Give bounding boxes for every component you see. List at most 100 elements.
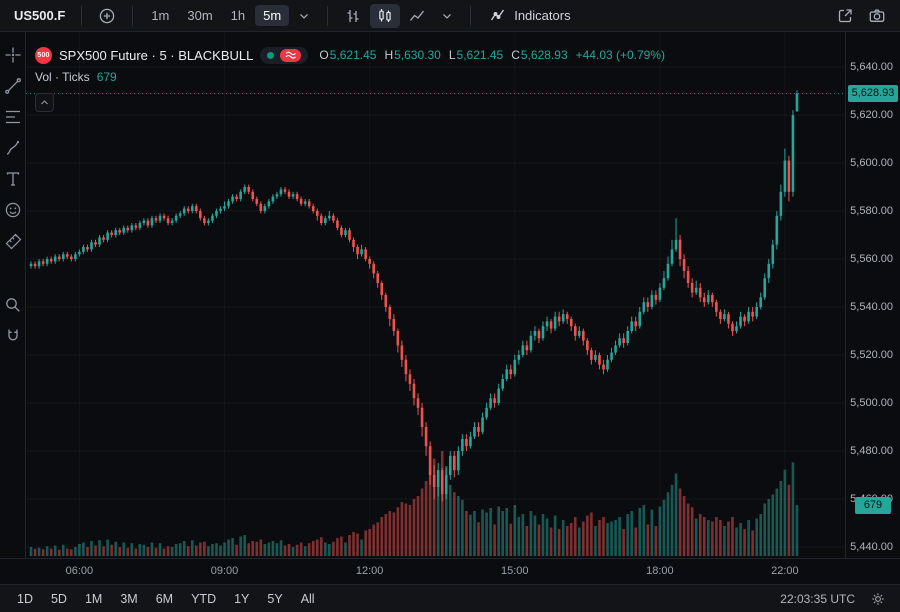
chevron-down-icon [300,13,309,19]
crosshair-icon [5,47,20,63]
candles-icon [379,8,391,22]
volume-value-label: 679 [855,496,891,514]
toolbar-separator [81,5,83,26]
range-1d-button[interactable]: 1D [9,589,41,609]
price-label: 5,440.00 [850,540,893,553]
chart-legend: 500 SPX500 Future · 5 · BLACKBULL O 5,621… [35,45,665,112]
bar-chart-type-button[interactable] [338,4,368,28]
text-tool-button[interactable] [2,168,24,190]
time-scale: 06:00 09:00 12:00 15:00 18:00 22:00 [0,558,900,584]
symbol-logo: 500 [35,46,52,64]
volume-indicator-row: Vol · Ticks 679 [35,70,665,84]
fibonacci-icon [5,110,20,124]
legend-collapse-button[interactable] [35,93,54,112]
utc-clock[interactable]: 22:03:35 UTC [780,591,855,606]
close-value: C 5,628.93 [511,48,568,62]
time-label: 22:00 [771,565,799,577]
range-6m-button[interactable]: 6M [148,589,181,609]
price-label: 5,500.00 [850,396,893,409]
toolbar-separator [470,5,472,26]
screenshot-button[interactable] [862,4,892,28]
market-status-group[interactable] [260,46,309,64]
ruler-tool-button[interactable] [2,230,24,252]
price-label: 5,540.00 [850,300,893,313]
ruler-icon [5,233,21,250]
chevron-up-icon [41,100,48,105]
camera-icon [869,9,885,22]
magnet-icon [7,329,18,341]
price-scale[interactable]: 5,640.00 5,620.00 5,600.00 5,580.00 5,560.00… [845,32,900,558]
volume-indicator-value: 679 [96,70,117,84]
zoom-icon [5,298,20,312]
low-value: L 5,621.45 [448,48,504,62]
range-1m-button[interactable]: 1M [77,589,110,609]
indicators-button[interactable]: Indicators [481,3,578,29]
date-range-group: 1D 5D 1M 3M 6M YTD 1Y 5Y All [9,589,323,609]
line-chart-icon [410,10,425,21]
main-area: 500 SPX500 Future · 5 · BLACKBULL O 5,621… [0,32,900,558]
time-label: 06:00 [65,565,94,577]
chart-pane[interactable]: 500 SPX500 Future · 5 · BLACKBULL O 5,621… [26,32,845,558]
price-label: 5,620.00 [850,108,893,121]
chart-settings-button[interactable] [865,589,891,609]
fibonacci-tool-button[interactable] [2,106,24,128]
time-label: 12:00 [355,565,384,577]
brush-tool-button[interactable] [2,137,24,159]
timeframe-30m-button[interactable]: 30m [179,5,220,26]
time-label: 15:00 [501,565,529,577]
crosshair-tool-button[interactable] [2,44,24,66]
time-scale-track[interactable]: 06:00 09:00 12:00 15:00 18:00 22:00 [26,559,845,584]
range-all-button[interactable]: All [293,589,323,609]
waves-icon [285,51,296,59]
timeframe-1h-button[interactable]: 1h [223,5,253,26]
price-label: 5,600.00 [850,156,893,169]
gear-icon [872,592,884,605]
text-icon [6,172,19,186]
streaming-status-icon [280,48,302,62]
time-label: 09:00 [210,565,239,577]
magnet-tool-button[interactable] [2,325,24,347]
range-5y-button[interactable]: 5Y [259,589,290,609]
range-5d-button[interactable]: 5D [43,589,75,609]
top-toolbar-left: US500.F 1m 30m 1h 5m [8,3,579,29]
line-chart-type-button[interactable] [402,4,432,28]
timeframe-dropdown-button[interactable] [291,6,317,26]
bottom-toolbar: 1D 5D 1M 3M 6M YTD 1Y 5Y All 22:03:35 UTC [0,584,900,612]
trendline-icon [4,78,21,94]
top-toolbar-right [830,4,892,28]
legend-main-row: 500 SPX500 Future · 5 · BLACKBULL O 5,621… [35,45,665,65]
timeframe-5m-button[interactable]: 5m [255,5,290,26]
candles-chart-type-button[interactable] [370,3,401,28]
drawing-toolbar [0,32,26,558]
emoji-tool-button[interactable] [2,199,24,221]
brush-icon [6,140,19,155]
volume-indicator-label: Vol · Ticks [35,70,90,84]
range-1y-button[interactable]: 1Y [226,589,257,609]
change-value: +44.03 (+0.79%) [575,48,666,62]
open-popup-button[interactable] [830,4,860,28]
open-value: O 5,621.45 [319,48,377,62]
compare-add-button[interactable] [92,4,122,28]
chart-type-dropdown-button[interactable] [434,6,460,26]
range-ytd-button[interactable]: YTD [183,589,224,609]
price-label: 5,580.00 [850,204,893,217]
time-label: 18:00 [646,565,674,577]
price-label: 5,480.00 [850,444,893,457]
market-open-dot [267,51,275,59]
trendline-tool-button[interactable] [2,75,24,97]
legend-symbol-title[interactable]: SPX500 Future · 5 · BLACKBULL [59,47,254,63]
last-price-label: 5,628.93 [848,85,898,103]
top-toolbar: US500.F 1m 30m 1h 5m [0,0,900,32]
candlestick-chart-canvas[interactable] [26,32,845,558]
timeframe-1m-button[interactable]: 1m [143,5,177,26]
toolbar-separator [132,5,134,26]
symbol-search-button[interactable]: US500.F [8,4,71,27]
time-scale-right-corner [845,559,900,584]
toolbar-separator [327,5,329,26]
price-label: 5,520.00 [850,348,893,361]
price-label: 5,640.00 [850,60,893,73]
range-3m-button[interactable]: 3M [112,589,145,609]
zoom-tool-button[interactable] [2,294,24,316]
compare-plus-icon [100,8,115,23]
